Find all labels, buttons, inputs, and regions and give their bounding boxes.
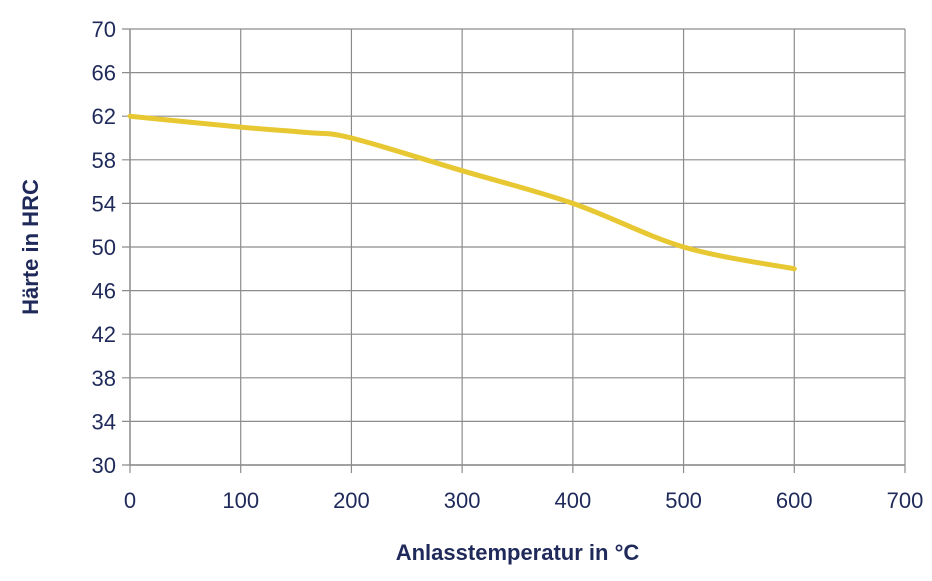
series-line xyxy=(127,113,797,272)
y-tick-label: 34 xyxy=(92,409,116,434)
x-tick-label: 0 xyxy=(124,488,136,513)
y-tick-label: 70 xyxy=(92,17,116,42)
x-tick-label: 400 xyxy=(554,488,591,513)
grid xyxy=(122,28,906,473)
y-tick-label: 46 xyxy=(92,279,116,304)
y-tick-label: 66 xyxy=(92,61,116,86)
x-tick-label: 200 xyxy=(333,488,370,513)
x-tick-label: 600 xyxy=(776,488,813,513)
series-layer xyxy=(127,113,797,272)
x-tick-label: 500 xyxy=(665,488,702,513)
y-tick-label: 38 xyxy=(92,366,116,391)
y-axis-title: Härte in HRC xyxy=(18,179,43,315)
y-tick-label: 30 xyxy=(92,453,116,478)
y-tick-label: 42 xyxy=(92,322,116,347)
x-tick-labels: 0 100 200 300 400 500 600 700 xyxy=(124,488,923,513)
x-tick-label: 100 xyxy=(222,488,259,513)
y-tick-label: 50 xyxy=(92,235,116,260)
y-tick-labels: 30 34 38 42 46 50 54 58 62 66 70 xyxy=(92,17,116,478)
x-tick-label: 300 xyxy=(444,488,481,513)
axes xyxy=(129,29,905,466)
y-tick-label: 54 xyxy=(92,191,116,216)
y-tick-label: 62 xyxy=(92,104,116,129)
x-tick-label: 700 xyxy=(887,488,924,513)
x-axis-title: Anlasstemperatur in °C xyxy=(396,540,640,565)
y-tick-label: 58 xyxy=(92,148,116,173)
